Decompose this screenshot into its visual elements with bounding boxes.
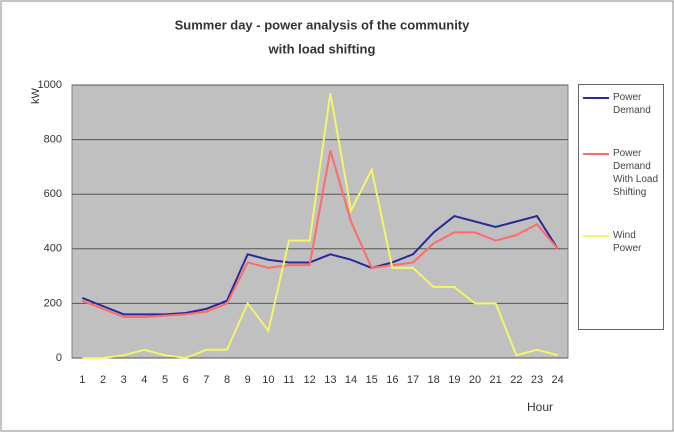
- x-axis-label: Hour: [527, 400, 553, 414]
- series-line: [81, 214, 559, 316]
- x-tick-label: 7: [203, 374, 209, 386]
- x-tick-label: 15: [366, 374, 378, 386]
- legend-label: Power Demand: [613, 92, 651, 116]
- y-tick-label: 1000: [38, 79, 62, 91]
- x-tick-label: 1: [79, 374, 85, 386]
- x-tick-label: 13: [324, 374, 336, 386]
- y-tick-label: 800: [44, 134, 62, 146]
- legend: Power Demand Power Demand With Load Shift…: [578, 84, 664, 330]
- series-line: [81, 150, 559, 319]
- y-tick-label: 0: [56, 352, 62, 364]
- x-tick-label: 22: [510, 374, 522, 386]
- x-tick-label: 6: [183, 374, 189, 386]
- x-tick-label: 17: [407, 374, 419, 386]
- legend-swatch: [583, 235, 609, 237]
- x-tick-label: 21: [490, 374, 502, 386]
- y-tick-label: 600: [44, 188, 62, 200]
- x-tick-label: 24: [552, 374, 564, 386]
- series-line: [82, 93, 558, 360]
- y-axis-label: kW: [30, 87, 42, 104]
- x-tick-label: 19: [448, 374, 460, 386]
- x-tick-label: 9: [245, 374, 251, 386]
- plot-area: [71, 84, 569, 359]
- x-tick-label: 16: [386, 374, 398, 386]
- x-tick-label: 10: [262, 374, 274, 386]
- legend-label: Power Demand With Load Shifting: [613, 148, 659, 198]
- x-tick-label: 12: [304, 374, 316, 386]
- legend-swatch: [583, 153, 609, 155]
- x-tick-label: 4: [141, 374, 147, 386]
- chart-title: with load shifting: [268, 41, 376, 56]
- x-tick-label: 8: [224, 374, 230, 386]
- y-tick-label: 400: [44, 243, 62, 255]
- x-tick-label: 11: [283, 374, 294, 386]
- chart-title: Summer day - power analysis of the commu…: [175, 17, 471, 32]
- legend-item: Power Demand With Load Shifting: [579, 147, 663, 199]
- legend-label: Wind Power: [613, 230, 642, 254]
- legend-item: Power Demand: [579, 91, 663, 117]
- x-tick-label: 20: [469, 374, 481, 386]
- legend-item: Wind Power: [579, 229, 663, 255]
- x-tick-label: 5: [162, 374, 168, 386]
- x-tick-label: 3: [121, 374, 127, 386]
- x-tick-label: 14: [345, 374, 357, 386]
- y-tick-label: 200: [44, 297, 62, 309]
- legend-swatch: [583, 97, 609, 99]
- x-tick-label: 18: [428, 374, 440, 386]
- x-tick-label: 2: [100, 374, 106, 386]
- x-tick-label: 23: [531, 374, 543, 386]
